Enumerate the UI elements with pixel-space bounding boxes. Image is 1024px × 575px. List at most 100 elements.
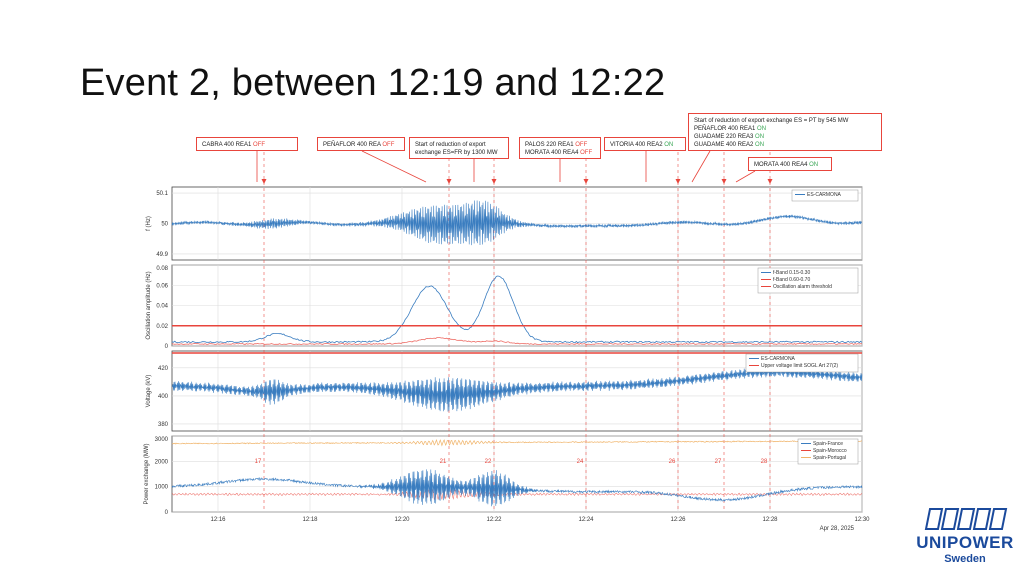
- annotation-status: ON: [753, 134, 765, 140]
- slide-title: Event 2, between 12:19 and 12:22: [80, 62, 666, 104]
- y-tick-label: 400: [158, 394, 169, 400]
- x-tick-label: 12:30: [854, 517, 870, 523]
- annotation-line: CABRA 400 REA1 OFF: [202, 141, 292, 149]
- annotation-text: Start of reduction of export exchange ES…: [694, 118, 849, 124]
- y-tick-label: 0.06: [156, 283, 168, 289]
- annotation-text: GUADAME 400 REA2: [694, 142, 754, 148]
- annotation-status: ON: [755, 126, 767, 132]
- annotation-line: MORATA 400 REA4 ON: [754, 161, 826, 169]
- event-arrow-icon: [767, 179, 773, 184]
- annotation-line: exchange ES=FR by 1300 MW: [415, 149, 503, 157]
- y-tick-label: 0: [165, 510, 169, 516]
- y-tick-label: 0: [165, 344, 169, 350]
- y-tick-label: 49.9: [156, 252, 168, 258]
- annotation-line: PEÑAFLOR 400 REA1 ON: [694, 125, 876, 133]
- y-tick-label: 1000: [155, 485, 169, 491]
- logo-bars-icon: [924, 508, 1008, 530]
- event-label: 27: [715, 459, 722, 465]
- y-tick-label: 0.08: [156, 266, 168, 272]
- event-label: 28: [761, 459, 768, 465]
- legend-entry: Spain-Portugal: [813, 455, 846, 461]
- x-tick-label: 12:26: [670, 517, 686, 523]
- annotation-line: GUADAME 400 REA2 ON: [694, 141, 876, 149]
- series-line-spain-france: [171, 469, 863, 507]
- annotation-box: VITORIA 400 REA2 ON: [604, 137, 686, 151]
- legend-box: [757, 267, 859, 294]
- y-axis-label: Power exchange (MW): [144, 443, 150, 504]
- annotation-box: CABRA 400 REA1 OFF: [196, 137, 298, 151]
- series-line-band-2: [171, 337, 863, 345]
- legend-box: [745, 353, 859, 373]
- event-label: 26: [669, 459, 676, 465]
- annotation-text: PEÑAFLOR 400 REA: [323, 142, 381, 148]
- y-tick-label: 420: [158, 366, 169, 372]
- series-line-band-1: [171, 275, 863, 344]
- legend-entry: f-Band 0.15-0.30: [773, 270, 810, 276]
- annotation-box: Start of reduction of export exchange ES…: [688, 113, 882, 151]
- annotation-box: Start of reduction of export exchange ES=…: [409, 137, 509, 159]
- event-label: 24: [577, 459, 584, 465]
- annotation-status: OFF: [380, 142, 395, 148]
- y-tick-label: 380: [158, 422, 169, 428]
- annotation-box: MORATA 400 REA4 ON: [748, 157, 832, 171]
- unipower-logo: UNIPOWER Sweden: [912, 505, 1018, 571]
- annotation-line: VITORIA 400 REA2 ON: [610, 141, 680, 149]
- y-tick-label: 50.1: [156, 191, 168, 197]
- series-line-voltage: [172, 367, 863, 412]
- event-arrow-icon: [583, 179, 589, 184]
- annotation-text: MORATA 400 REA4: [754, 162, 808, 168]
- event-arrow-icon: [446, 179, 452, 184]
- x-tick-label: 12:24: [578, 517, 594, 523]
- y-tick-label: 3000: [155, 437, 169, 443]
- y-tick-label: 50: [161, 222, 168, 228]
- legend-entry: Upper voltage limit SOGL Art 27(2): [761, 363, 838, 369]
- x-tick-label: 12:22: [486, 517, 502, 523]
- event-arrow-icon: [721, 179, 727, 184]
- legend-entry: ES-CARMONA: [807, 192, 842, 198]
- legend-entry: Spain-Morocco: [813, 448, 847, 454]
- y-tick-label: 0.02: [156, 324, 168, 330]
- legend-box: [791, 189, 859, 202]
- legend-entry: f-Band 0.60-0.70: [773, 277, 810, 283]
- annotation-text: GUADAME 220 REA3: [694, 134, 754, 140]
- annotation-line: PALOS 220 REA1 OFF: [525, 141, 595, 149]
- annotation-connector: [691, 150, 711, 183]
- annotation-status: OFF: [573, 142, 588, 148]
- y-tick-label: 2000: [155, 459, 169, 465]
- annotation-text: PALOS 220 REA1: [525, 142, 574, 148]
- annotation-box: PALOS 220 REA1 OFF MORATA 400 REA4 OFF: [519, 137, 601, 159]
- annotation-connector: [361, 150, 427, 183]
- event-label: 17: [255, 459, 262, 465]
- annotation-box: PEÑAFLOR 400 REA OFF: [317, 137, 405, 151]
- x-tick-label: 12:16: [210, 517, 226, 523]
- logo-subtitle: Sweden: [944, 553, 986, 565]
- annotation-status: OFF: [578, 150, 593, 156]
- legend-entry: ES-CARMONA: [761, 356, 796, 362]
- y-axis-label: f (Hz): [146, 216, 152, 231]
- annotation-text: CABRA 400 REA1: [202, 142, 252, 148]
- annotation-text: MORATA 400 REA4: [525, 150, 579, 156]
- legend-entry: Oscillation alarm threshold: [773, 284, 832, 290]
- x-date-label: Apr 28, 2025: [820, 526, 855, 532]
- event-arrow-icon: [261, 179, 267, 184]
- x-tick-label: 12:28: [762, 517, 778, 523]
- annotation-status: OFF: [251, 142, 266, 148]
- annotation-line: Start of reduction of export exchange ES…: [694, 117, 876, 125]
- annotation-status: ON: [807, 162, 819, 168]
- x-tick-label: 12:20: [394, 517, 410, 523]
- y-axis-label: Oscillation amplitude (Hz): [146, 271, 152, 339]
- annotation-connector: [735, 170, 756, 183]
- annotation-line: PEÑAFLOR 400 REA OFF: [323, 141, 399, 149]
- event-arrow-icon: [675, 179, 681, 184]
- legend-entry: Spain-France: [813, 441, 843, 447]
- annotation-status: ON: [753, 142, 765, 148]
- event-label: 22: [485, 459, 492, 465]
- annotation-line: Start of reduction of export: [415, 141, 503, 149]
- y-axis-label: Voltage (kV): [146, 375, 152, 408]
- annotation-text: VITORIA 400 REA2: [610, 142, 663, 148]
- annotation-text: Start of reduction of export: [415, 142, 486, 148]
- panel-frame: [171, 435, 863, 513]
- annotation-text: exchange ES=FR by 1300 MW: [415, 150, 498, 156]
- logo-word: UNIPOWER: [916, 533, 1014, 552]
